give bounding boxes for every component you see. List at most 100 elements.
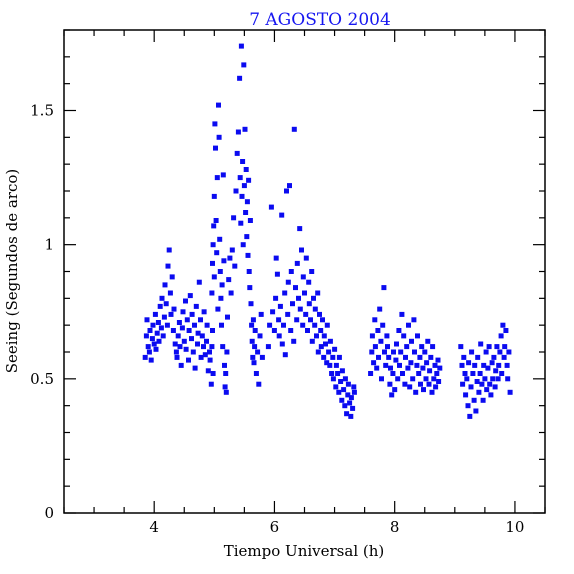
data-point	[291, 338, 297, 344]
data-point	[385, 344, 390, 350]
data-point	[400, 371, 405, 376]
data-point	[336, 389, 342, 395]
data-point	[149, 336, 155, 342]
data-point	[154, 330, 160, 336]
data-point	[494, 344, 500, 350]
data-point	[472, 362, 478, 368]
data-point	[300, 274, 306, 280]
data-point	[368, 371, 374, 376]
data-point	[339, 368, 345, 374]
data-point	[211, 274, 217, 280]
data-point	[209, 344, 215, 350]
data-point	[485, 365, 491, 371]
data-point	[265, 344, 271, 350]
data-point	[259, 354, 265, 360]
data-point	[407, 384, 413, 390]
data-point	[403, 354, 408, 360]
data-point	[233, 188, 239, 194]
data-point	[293, 285, 298, 291]
data-point	[402, 381, 408, 387]
data-point	[468, 384, 474, 390]
data-point	[165, 263, 171, 269]
data-point	[232, 263, 238, 269]
data-point	[173, 349, 179, 355]
data-point	[399, 311, 405, 317]
data-point	[227, 255, 233, 261]
data-point	[437, 365, 443, 371]
data-point	[252, 328, 258, 333]
data-point	[223, 389, 229, 395]
data-point	[376, 354, 381, 360]
data-point	[146, 349, 152, 355]
data-point	[458, 344, 464, 350]
data-point	[466, 360, 472, 366]
axis-ticks	[63, 29, 546, 514]
data-point	[238, 220, 244, 226]
data-point	[314, 333, 319, 339]
data-point	[201, 309, 207, 315]
data-point	[214, 175, 220, 181]
data-point	[244, 234, 250, 240]
data-point	[305, 328, 310, 333]
data-point	[268, 204, 274, 210]
data-point	[204, 338, 209, 344]
data-point	[342, 376, 348, 382]
data-point	[156, 338, 162, 344]
data-point	[241, 62, 247, 68]
data-point	[419, 344, 425, 350]
data-point	[163, 301, 169, 307]
data-point	[175, 333, 181, 339]
data-point	[501, 354, 507, 360]
data-point	[202, 352, 208, 358]
data-point	[392, 387, 398, 393]
data-point	[330, 376, 336, 382]
data-point	[477, 371, 483, 376]
data-point	[218, 295, 224, 301]
data-point	[425, 338, 431, 344]
data-point	[287, 183, 292, 189]
data-point	[153, 346, 159, 352]
data-point	[388, 365, 393, 371]
data-points	[142, 43, 513, 419]
data-point	[217, 236, 223, 242]
data-point	[374, 365, 380, 371]
data-point	[504, 362, 510, 368]
data-point	[294, 317, 300, 323]
data-point	[345, 381, 351, 387]
data-point	[380, 322, 386, 328]
data-point	[162, 282, 168, 288]
data-point	[471, 397, 477, 403]
data-point	[221, 258, 227, 264]
data-point	[183, 346, 189, 352]
data-point	[317, 311, 322, 317]
data-point	[299, 247, 304, 253]
data-point	[422, 349, 428, 355]
x-tick-label: 8	[390, 518, 400, 536]
data-point	[253, 371, 259, 376]
data-point	[217, 269, 223, 274]
data-point	[398, 349, 404, 355]
data-point	[231, 215, 237, 221]
data-point	[309, 269, 315, 274]
data-point	[145, 344, 151, 350]
data-point	[321, 354, 327, 360]
data-point	[195, 330, 201, 336]
data-point	[274, 271, 280, 277]
data-point	[396, 328, 402, 333]
data-point	[237, 75, 243, 81]
data-point	[167, 290, 173, 296]
data-point	[327, 338, 333, 344]
data-point	[148, 357, 154, 363]
data-point	[333, 362, 339, 368]
data-point	[372, 317, 378, 323]
data-point	[436, 379, 442, 384]
data-point	[464, 376, 470, 382]
data-point	[424, 360, 430, 366]
data-point	[506, 349, 512, 355]
data-point	[479, 381, 485, 387]
data-point	[142, 354, 148, 360]
data-point	[351, 389, 357, 395]
data-point	[219, 322, 224, 328]
data-point	[189, 311, 195, 317]
data-point	[193, 303, 199, 309]
